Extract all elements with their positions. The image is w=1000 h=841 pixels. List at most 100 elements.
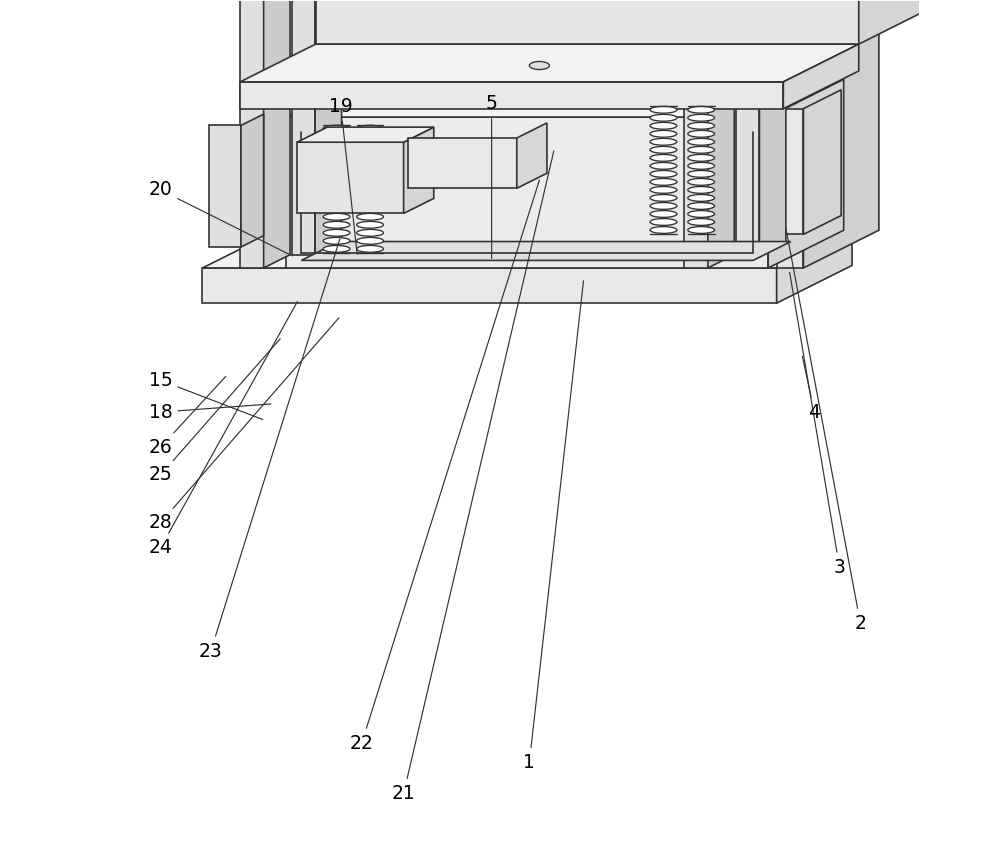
Ellipse shape [688,139,715,145]
Ellipse shape [357,157,383,164]
Text: 4: 4 [802,356,820,421]
Ellipse shape [323,230,350,236]
Ellipse shape [650,123,677,130]
Polygon shape [736,0,759,255]
Ellipse shape [323,205,350,212]
Polygon shape [202,230,852,268]
Ellipse shape [357,125,383,132]
Ellipse shape [357,214,383,220]
Text: 5: 5 [486,94,498,258]
Ellipse shape [323,157,350,164]
Ellipse shape [688,106,715,114]
Ellipse shape [357,133,383,140]
Text: 19: 19 [329,97,357,254]
Ellipse shape [688,219,715,225]
Ellipse shape [529,61,549,70]
Text: 26: 26 [149,377,226,457]
Ellipse shape [688,155,715,161]
Ellipse shape [323,133,350,140]
Ellipse shape [688,226,715,234]
Polygon shape [241,114,264,247]
Ellipse shape [688,171,715,177]
Ellipse shape [323,141,350,148]
Ellipse shape [650,226,677,234]
Text: 1: 1 [523,281,584,772]
Polygon shape [759,0,786,255]
Ellipse shape [650,178,677,185]
Ellipse shape [650,130,677,137]
Text: 28: 28 [149,318,339,532]
Polygon shape [803,90,841,235]
Ellipse shape [357,166,383,172]
Ellipse shape [323,221,350,228]
Ellipse shape [357,173,383,180]
Ellipse shape [323,189,350,196]
Ellipse shape [688,146,715,153]
Text: 21: 21 [392,151,554,803]
Polygon shape [286,117,768,268]
Ellipse shape [688,194,715,201]
Polygon shape [777,0,879,8]
Polygon shape [292,0,315,255]
Polygon shape [301,241,791,261]
Ellipse shape [650,106,677,114]
Polygon shape [408,138,517,188]
Text: 25: 25 [149,339,280,484]
Polygon shape [297,127,434,142]
Ellipse shape [650,114,677,121]
Ellipse shape [650,203,677,209]
Ellipse shape [357,149,383,156]
Text: 2: 2 [786,226,866,632]
Polygon shape [684,0,708,268]
Ellipse shape [650,139,677,145]
Ellipse shape [650,171,677,177]
Ellipse shape [688,130,715,137]
Ellipse shape [323,125,350,132]
Polygon shape [209,125,241,247]
Ellipse shape [323,198,350,204]
Text: 24: 24 [149,301,297,558]
Polygon shape [708,0,734,268]
Ellipse shape [357,246,383,252]
Polygon shape [783,44,859,108]
Ellipse shape [323,182,350,188]
Polygon shape [404,127,434,214]
Ellipse shape [357,237,383,244]
Text: 3: 3 [790,272,845,577]
Ellipse shape [323,237,350,244]
Text: 18: 18 [149,403,271,421]
Polygon shape [859,0,934,44]
Ellipse shape [650,155,677,161]
Ellipse shape [357,230,383,236]
Polygon shape [264,0,290,268]
Ellipse shape [650,162,677,169]
Text: 15: 15 [149,371,263,420]
Ellipse shape [650,194,677,201]
Ellipse shape [357,198,383,204]
Ellipse shape [688,210,715,217]
Ellipse shape [688,203,715,209]
Polygon shape [316,0,859,44]
Polygon shape [768,79,844,268]
Ellipse shape [357,141,383,148]
Polygon shape [286,79,844,117]
Ellipse shape [323,214,350,220]
Ellipse shape [688,178,715,185]
Text: 23: 23 [199,239,340,660]
Text: 22: 22 [350,180,539,753]
Ellipse shape [650,146,677,153]
Ellipse shape [650,219,677,225]
Ellipse shape [688,114,715,121]
Ellipse shape [650,210,677,217]
Polygon shape [777,8,803,268]
Ellipse shape [357,221,383,228]
Ellipse shape [323,166,350,172]
Polygon shape [240,82,783,108]
Polygon shape [240,44,859,82]
Polygon shape [517,123,547,188]
Ellipse shape [688,187,715,193]
Polygon shape [297,142,404,214]
Polygon shape [315,0,342,255]
Text: 20: 20 [149,181,292,256]
Ellipse shape [357,182,383,188]
